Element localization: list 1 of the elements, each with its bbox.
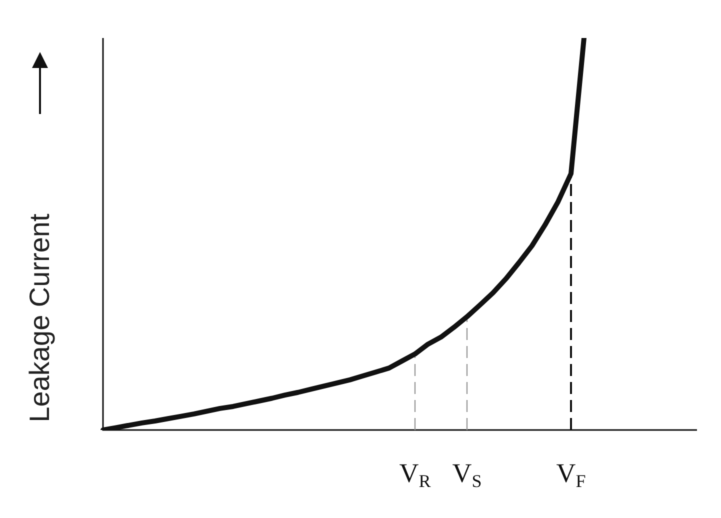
y-axis-title: Leakage Current (24, 212, 56, 424)
